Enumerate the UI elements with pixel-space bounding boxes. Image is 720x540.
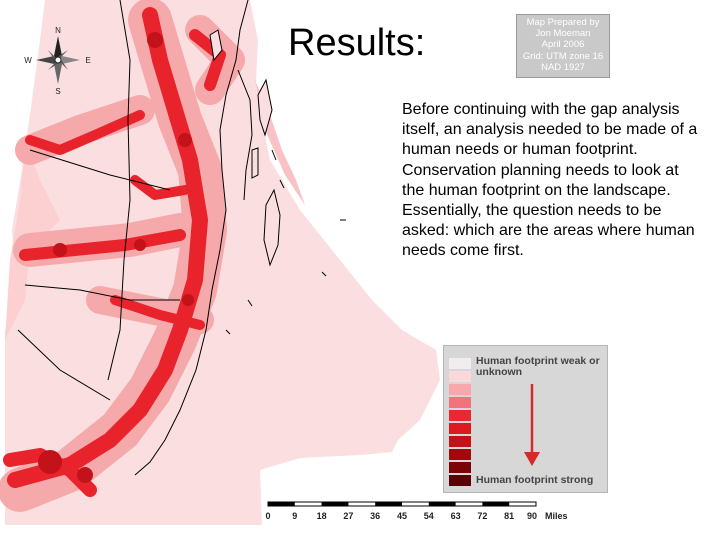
compass-east: E — [85, 56, 90, 65]
strong-footprint-areas — [3, 7, 226, 497]
scale-tick-label: 54 — [423, 511, 434, 521]
scale-tick-label: 36 — [370, 511, 381, 521]
compass-west: W — [24, 56, 32, 65]
legend-swatch — [449, 397, 471, 408]
credit-line: Grid: UTM zone 16 — [522, 50, 604, 62]
legend-swatch — [449, 449, 471, 460]
legend-swatch — [449, 423, 471, 434]
slide-title: Results: — [288, 22, 426, 64]
scale-bar — [267, 501, 537, 507]
scale-tick-label: 81 — [504, 511, 515, 521]
scale-tick-label: 18 — [316, 511, 327, 521]
legend-top-label: Human footprint weak or unknown — [476, 355, 600, 378]
arrow-down-icon — [524, 384, 540, 466]
compass-north: N — [55, 26, 61, 35]
legend-swatch — [449, 384, 471, 395]
credit-line: NAD 1927 — [541, 61, 585, 73]
legend-bottom-label: Human footprint strong — [476, 474, 594, 486]
legend-panel: Human footprint weak or unknown Human fo… — [443, 345, 608, 493]
scale-tick-label: 45 — [396, 511, 408, 521]
coastline — [17, 0, 253, 476]
legend-swatch — [449, 475, 471, 486]
scale-tick-label: 9 — [292, 511, 298, 521]
reef-marks — [225, 149, 346, 335]
legend-swatch — [449, 358, 471, 369]
scale-unit: Miles — [545, 511, 568, 521]
map-credit-box: Map Prepared by Jon Moeman April 2006 Gr… — [516, 14, 610, 78]
scale-tick-label: 0 — [265, 511, 271, 521]
dark-clusters — [38, 32, 194, 483]
legend-swatch — [449, 462, 471, 473]
scale-tick-label: 90 — [526, 511, 538, 521]
legend-swatch — [449, 436, 471, 447]
legend-swatch — [449, 371, 471, 382]
credit-line: Jon Moeman — [535, 28, 591, 40]
credit-line: April 2006 — [541, 39, 585, 51]
compass-south: S — [55, 87, 60, 96]
body-paragraph: Before continuing with the gap analysis … — [402, 101, 698, 260]
legend-swatch — [449, 410, 471, 421]
offshore-islands — [209, 29, 281, 267]
credit-line: Map Prepared by — [526, 17, 600, 28]
compass-rose-icon: N S W E — [24, 26, 90, 96]
scale-tick-label: 72 — [477, 511, 488, 521]
scale-tick-label: 27 — [343, 511, 354, 521]
scale-tick-label: 63 — [450, 511, 461, 521]
